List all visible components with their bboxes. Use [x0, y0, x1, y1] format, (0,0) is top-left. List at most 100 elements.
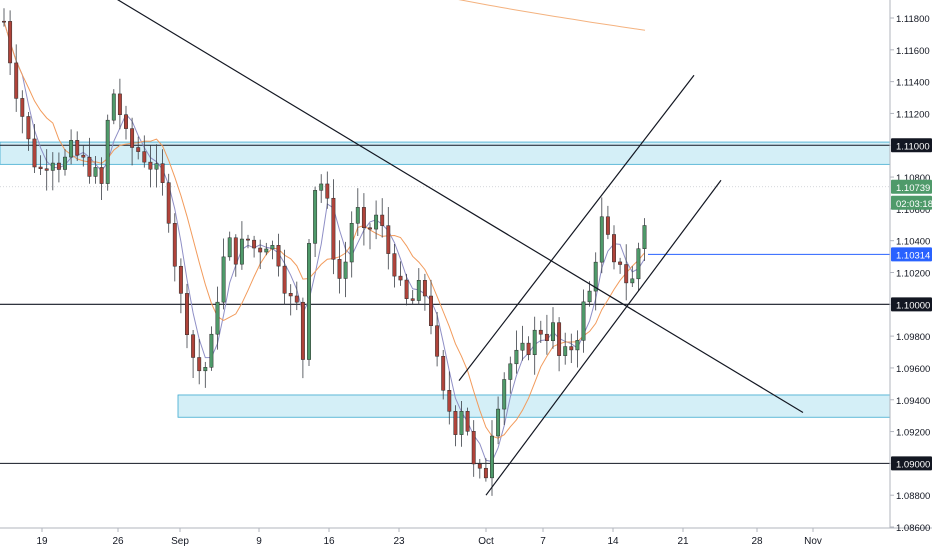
price-badge: 1.10000	[891, 297, 932, 312]
time-tick-label: 7	[540, 536, 546, 547]
candle-body	[63, 156, 67, 170]
candle	[117, 78, 122, 130]
time-tick-label: 14	[607, 536, 619, 547]
price-badge-label: 1.10000	[896, 300, 930, 311]
candle-body	[111, 93, 116, 121]
candle-body	[569, 346, 574, 351]
candle-body	[130, 128, 135, 148]
candle-body	[276, 245, 281, 267]
candle-body	[416, 280, 421, 301]
candle-body	[526, 342, 531, 355]
candle-body	[422, 280, 427, 297]
candle-body	[154, 163, 159, 170]
candle	[343, 241, 348, 298]
price-tick-label: 1.08600	[896, 523, 930, 534]
candle	[508, 356, 513, 394]
price-tick-label: 1.09200	[896, 428, 930, 439]
time-tick-label: 23	[393, 536, 405, 547]
price-tick-label: 1.09800	[896, 332, 930, 343]
price-badge: 1.09000	[891, 456, 932, 471]
candle	[471, 420, 476, 477]
candle	[148, 145, 153, 188]
candle	[2, 8, 6, 27]
candle-body	[264, 248, 269, 253]
candle-body	[288, 293, 293, 297]
moving-average-mid-line	[3, 21, 645, 439]
channel-lower-line	[485, 179, 722, 496]
candle	[538, 320, 543, 343]
candle	[459, 401, 464, 447]
candle	[618, 257, 623, 274]
price-badge-label: 1.10739	[896, 183, 930, 194]
candle	[453, 405, 458, 447]
price-badge-label: 02:03:18	[896, 199, 932, 210]
candle	[264, 242, 269, 256]
candle	[185, 283, 189, 349]
trendlines	[117, 0, 804, 496]
time-tick-label: 26	[112, 536, 124, 547]
candle-body	[471, 431, 476, 465]
descending-trendline	[117, 0, 804, 413]
candle-body	[581, 301, 586, 341]
candle	[75, 131, 80, 162]
candle	[514, 330, 519, 374]
candle	[551, 307, 555, 349]
candle	[569, 333, 574, 364]
candle	[392, 243, 397, 288]
candle-body	[2, 20, 6, 23]
candle	[87, 137, 92, 184]
candle-body	[361, 207, 366, 229]
candle-body	[124, 114, 128, 129]
price-tick-label: 1.08800	[896, 491, 930, 502]
candle	[93, 156, 98, 184]
candle	[331, 179, 336, 275]
candle-body	[99, 167, 104, 184]
candle	[368, 223, 372, 250]
candle-body	[20, 98, 25, 117]
candle-body	[75, 140, 80, 156]
candle-body	[313, 190, 318, 244]
price-badge-bg	[891, 297, 932, 312]
candle-body	[319, 183, 324, 191]
candle	[32, 123, 37, 173]
candle-body	[50, 162, 55, 171]
candle-body	[227, 237, 232, 258]
candle	[63, 148, 67, 176]
candle	[209, 326, 214, 371]
candle	[142, 135, 147, 168]
candle-body	[630, 278, 635, 284]
candle	[44, 149, 49, 191]
time-tick-label: 9	[256, 536, 262, 547]
candle-body	[557, 322, 562, 356]
candle	[361, 193, 366, 246]
candle-body	[246, 238, 250, 241]
candle	[325, 171, 330, 209]
candle-body	[343, 261, 348, 279]
candle	[563, 332, 568, 365]
candle	[252, 235, 257, 258]
candle-body	[544, 333, 549, 341]
candle	[221, 238, 226, 310]
candle	[282, 249, 287, 305]
candle-body	[374, 214, 379, 230]
candle	[398, 261, 403, 286]
price-tick-label: 1.10800	[896, 173, 930, 184]
price-tick-label: 1.09600	[896, 364, 930, 375]
candle	[544, 314, 549, 355]
candle-body	[514, 349, 519, 365]
candle-body	[93, 167, 98, 177]
candle	[276, 233, 281, 277]
candle	[520, 325, 525, 361]
price-badge: 1.10739	[891, 179, 932, 194]
time-tick-label: Nov	[804, 536, 822, 547]
candle-body	[191, 334, 196, 358]
candle	[300, 297, 305, 379]
candle-body	[142, 151, 147, 163]
candle-body	[8, 21, 13, 64]
candle	[81, 145, 86, 167]
candle	[178, 258, 183, 314]
candle-body	[612, 234, 616, 263]
candle	[477, 458, 482, 479]
